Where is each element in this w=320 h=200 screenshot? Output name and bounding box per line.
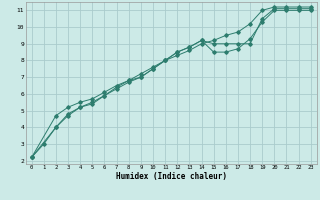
X-axis label: Humidex (Indice chaleur): Humidex (Indice chaleur) — [116, 172, 227, 181]
